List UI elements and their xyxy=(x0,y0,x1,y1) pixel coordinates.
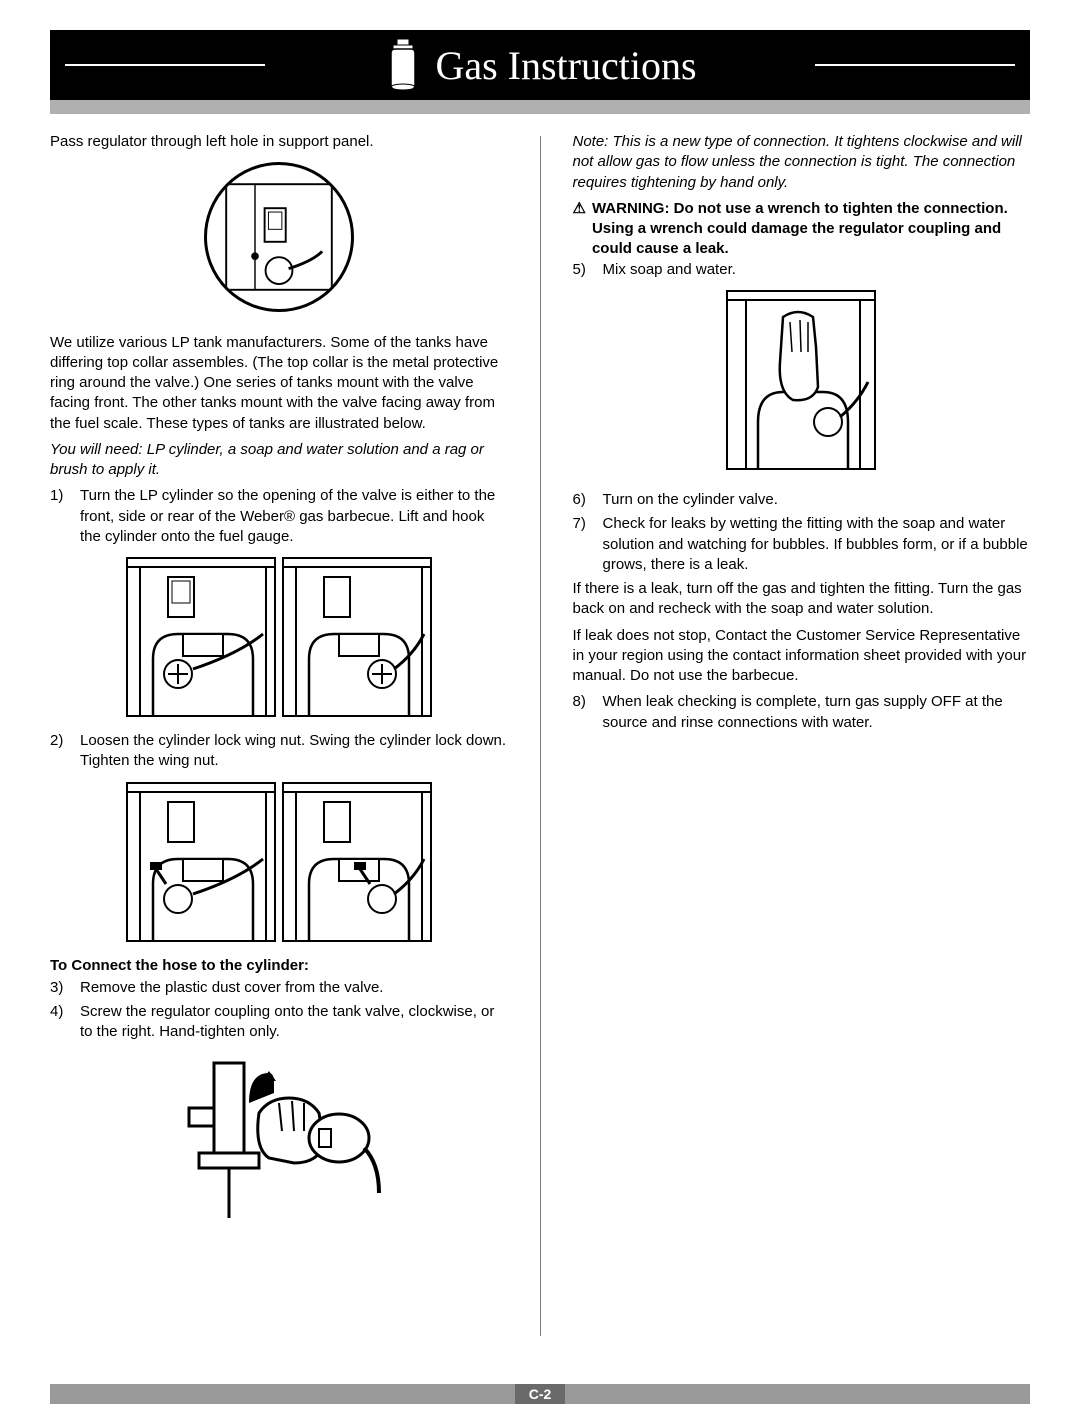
diagram-lock-2 xyxy=(282,782,432,942)
column-divider xyxy=(540,136,541,1336)
manufacturer-text: We utilize various LP tank manufacturers… xyxy=(50,333,508,434)
footer-bar-right xyxy=(565,1384,1030,1404)
footer-bar-left xyxy=(50,1384,515,1404)
right-column: Note: This is a new type of connection. … xyxy=(565,132,1031,1336)
page: Gas Instructions Pass regulator through … xyxy=(0,30,1080,1427)
footer: C-2 xyxy=(50,1383,1030,1405)
diagram-hand-tighten xyxy=(174,1053,384,1223)
diagram-soap-hand xyxy=(726,290,876,470)
steps-6-7: 6) Turn on the cylinder valve. 7) Check … xyxy=(573,490,1031,575)
note-text: Note: This is a new type of connection. … xyxy=(573,132,1031,193)
propane-tank-icon xyxy=(383,37,423,93)
step-num: 4) xyxy=(50,1002,80,1043)
figure-regulator-circle xyxy=(50,162,508,318)
need-text: You will need: LP cylinder, a soap and w… xyxy=(50,440,508,481)
warning-block: ⚠ WARNING: Do not use a wrench to tighte… xyxy=(573,199,1031,260)
warning-icon: ⚠ xyxy=(573,199,586,260)
step-4: 4) Screw the regulator coupling onto the… xyxy=(50,1002,508,1043)
steps-5: 5) Mix soap and water. xyxy=(573,260,1031,280)
step-num: 7) xyxy=(573,514,603,575)
figure-soap-water xyxy=(573,290,1031,476)
leak-text-1: If there is a leak, turn off the gas and… xyxy=(573,579,1031,620)
gray-band xyxy=(50,100,1030,114)
step-5: 5) Mix soap and water. xyxy=(573,260,1031,280)
figure-cylinder-pair-2 xyxy=(50,782,508,942)
step-text: Remove the plastic dust cover from the v… xyxy=(80,978,508,998)
page-number: C-2 xyxy=(515,1384,566,1404)
step-text: Screw the regulator coupling onto the ta… xyxy=(80,1002,508,1043)
diagram-cylinder-front xyxy=(126,557,276,717)
page-title: Gas Instructions xyxy=(435,42,696,89)
header-band: Gas Instructions xyxy=(50,30,1030,100)
content: Pass regulator through left hole in supp… xyxy=(50,114,1030,1336)
left-column: Pass regulator through left hole in supp… xyxy=(50,132,516,1336)
step-num: 8) xyxy=(573,692,603,733)
step-3: 3) Remove the plastic dust cover from th… xyxy=(50,978,508,998)
step-2: 2) Loosen the cylinder lock wing nut. Sw… xyxy=(50,731,508,772)
steps-3-4: 3) Remove the plastic dust cover from th… xyxy=(50,978,508,1043)
step-text: Check for leaks by wetting the fitting w… xyxy=(603,514,1031,575)
step-1: 1) Turn the LP cylinder so the opening o… xyxy=(50,486,508,547)
header-rule-left xyxy=(65,64,265,66)
step-6: 6) Turn on the cylinder valve. xyxy=(573,490,1031,510)
connect-subhead: To Connect the hose to the cylinder: xyxy=(50,956,508,976)
leak-text-2: If leak does not stop, Contact the Custo… xyxy=(573,626,1031,687)
step-num: 6) xyxy=(573,490,603,510)
page-title-wrap: Gas Instructions xyxy=(383,37,696,93)
steps-1: 1) Turn the LP cylinder so the opening o… xyxy=(50,486,508,547)
step-num: 3) xyxy=(50,978,80,998)
warning-text: WARNING: Do not use a wrench to tighten … xyxy=(590,199,1030,260)
step-text: Loosen the cylinder lock wing nut. Swing… xyxy=(80,731,508,772)
figure-cylinder-pair-1 xyxy=(50,557,508,717)
step-num: 5) xyxy=(573,260,603,280)
diagram-regulator-hole xyxy=(204,162,354,312)
step-7: 7) Check for leaks by wetting the fittin… xyxy=(573,514,1031,575)
step-8: 8) When leak checking is complete, turn … xyxy=(573,692,1031,733)
steps-8: 8) When leak checking is complete, turn … xyxy=(573,692,1031,733)
intro-text: Pass regulator through left hole in supp… xyxy=(50,132,508,152)
step-text: Turn the LP cylinder so the opening of t… xyxy=(80,486,508,547)
header-rule-right xyxy=(815,64,1015,66)
step-text: Mix soap and water. xyxy=(603,260,1031,280)
steps-2: 2) Loosen the cylinder lock wing nut. Sw… xyxy=(50,731,508,772)
step-num: 1) xyxy=(50,486,80,547)
step-text: Turn on the cylinder valve. xyxy=(603,490,1031,510)
diagram-lock-1 xyxy=(126,782,276,942)
step-text: When leak checking is complete, turn gas… xyxy=(603,692,1031,733)
step-num: 2) xyxy=(50,731,80,772)
diagram-cylinder-rear xyxy=(282,557,432,717)
figure-hand-tighten xyxy=(50,1053,508,1229)
